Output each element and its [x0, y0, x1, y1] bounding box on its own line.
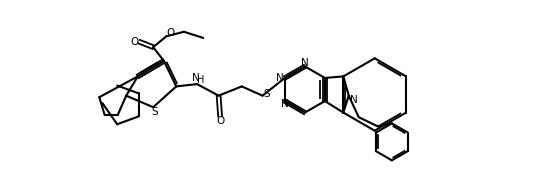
Text: N: N: [192, 73, 199, 83]
Text: N: N: [276, 73, 283, 83]
Text: N: N: [350, 94, 358, 105]
Text: N: N: [301, 58, 309, 68]
Text: N: N: [281, 99, 289, 109]
Text: H: H: [197, 75, 205, 85]
Text: O: O: [216, 116, 225, 126]
Text: O: O: [131, 37, 139, 47]
Text: S: S: [152, 107, 158, 117]
Text: O: O: [167, 28, 175, 38]
Text: S: S: [264, 89, 271, 99]
